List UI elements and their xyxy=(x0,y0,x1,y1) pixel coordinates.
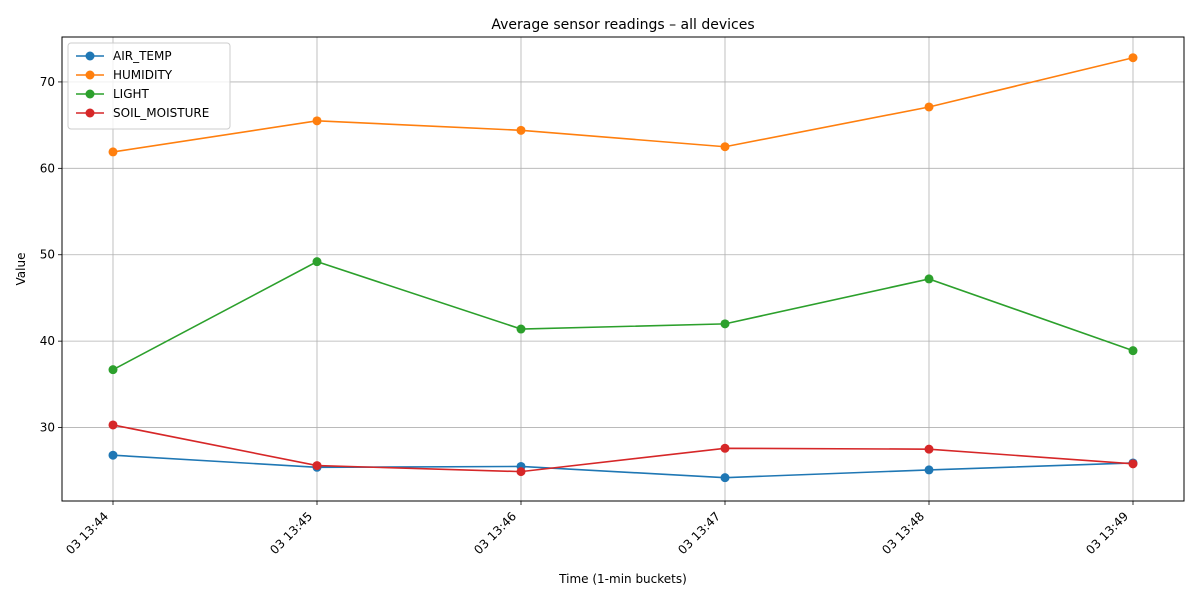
x-tick-label: 03 13:44 xyxy=(63,509,111,557)
data-point-soil-moisture xyxy=(720,443,730,453)
series-line-air-temp xyxy=(112,454,1134,479)
series-line-humidity xyxy=(112,56,1134,153)
x-tick-label: 03 13:45 xyxy=(267,509,315,557)
legend-label: LIGHT xyxy=(113,87,150,101)
y-tick-label: 40 xyxy=(40,334,55,348)
data-point-soil-moisture xyxy=(108,420,118,430)
data-point-light xyxy=(924,274,934,284)
legend-frame xyxy=(67,42,231,130)
data-point-air-temp xyxy=(924,465,934,475)
y-tick-label: 70 xyxy=(40,75,55,89)
chart-title: Average sensor readings – all devices xyxy=(491,17,754,33)
data-point-humidity xyxy=(516,125,526,135)
legend-label: AIR_TEMP xyxy=(113,49,172,63)
legend-item-humidity: HUMIDITY xyxy=(76,68,173,82)
data-point-humidity xyxy=(720,142,730,152)
series-line-soil-moisture xyxy=(112,424,1134,473)
legend-swatch-marker xyxy=(85,51,95,61)
data-point-humidity xyxy=(312,116,322,126)
y-axis: 30 40 50 60 70 xyxy=(40,75,62,435)
data-point-air-temp xyxy=(108,450,118,460)
data-point-light xyxy=(516,324,526,334)
x-tick-label: 03 13:48 xyxy=(879,509,927,557)
data-point-light xyxy=(1128,346,1138,356)
series-soil-moisture xyxy=(108,420,1138,477)
data-point-soil-moisture xyxy=(924,444,934,454)
legend-swatch-marker xyxy=(85,108,95,118)
plot-area-frame xyxy=(61,36,1185,502)
y-tick-label: 50 xyxy=(40,248,55,262)
data-point-humidity xyxy=(1128,53,1138,63)
grid-lines xyxy=(62,37,1184,501)
y-tick-label: 60 xyxy=(40,161,55,175)
data-point-light xyxy=(312,257,322,267)
data-point-air-temp xyxy=(720,473,730,483)
legend-item-light: LIGHT xyxy=(76,87,150,101)
data-point-humidity xyxy=(924,102,934,112)
y-axis-label: Value xyxy=(14,253,28,286)
x-tick-label: 03 13:47 xyxy=(675,509,723,557)
x-tick-label: 03 13:49 xyxy=(1083,509,1131,557)
data-point-light xyxy=(108,365,118,375)
legend-item-air-temp: AIR_TEMP xyxy=(76,49,172,63)
data-point-soil-moisture xyxy=(516,467,526,477)
series-line-light xyxy=(112,260,1134,371)
y-tick-label: 30 xyxy=(40,421,55,435)
legend: AIR_TEMP HUMIDITY LIGHT SOIL_MOISTURE xyxy=(67,42,231,130)
series-light xyxy=(108,257,1138,375)
series-humidity xyxy=(108,53,1138,157)
series-layer xyxy=(108,53,1138,483)
legend-label: SOIL_MOISTURE xyxy=(113,106,209,120)
x-axis: 03 13:44 03 13:45 03 13:46 03 13:47 03 13:48… xyxy=(63,501,1134,557)
x-axis-label: Time (1-min buckets) xyxy=(558,572,687,586)
data-point-humidity xyxy=(108,147,118,157)
data-point-light xyxy=(720,319,730,329)
data-point-soil-moisture xyxy=(1128,459,1138,469)
legend-item-soil-moisture: SOIL_MOISTURE xyxy=(76,106,209,120)
legend-label: HUMIDITY xyxy=(113,68,173,82)
legend-swatch-marker xyxy=(85,70,95,80)
data-point-soil-moisture xyxy=(312,461,322,471)
x-tick-label: 03 13:46 xyxy=(471,509,519,557)
legend-swatch-marker xyxy=(85,89,95,99)
